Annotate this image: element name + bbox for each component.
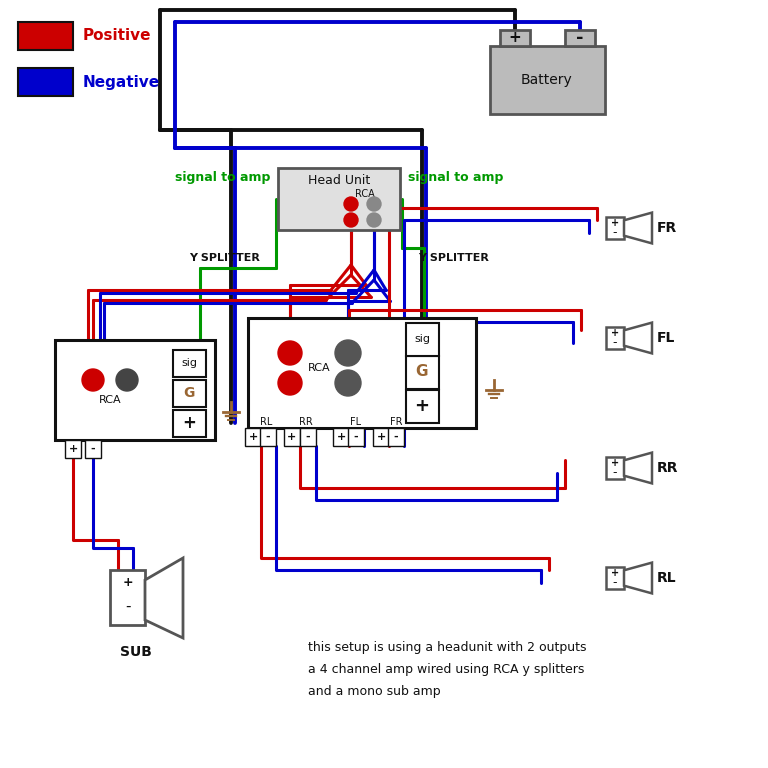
Text: RL: RL	[657, 571, 677, 585]
Text: FL: FL	[657, 331, 675, 345]
Text: sig: sig	[181, 358, 197, 368]
Polygon shape	[624, 323, 652, 353]
Text: -: -	[576, 29, 584, 47]
Bar	[406, 390, 439, 423]
Bar	[388, 428, 404, 446]
Bar	[606, 327, 624, 349]
Text: FL: FL	[350, 417, 362, 427]
Text: +: +	[611, 328, 619, 338]
Bar	[284, 428, 300, 446]
Text: Y SPLITTER: Y SPLITTER	[418, 253, 489, 263]
Text: -: -	[354, 432, 359, 442]
Text: Head Unit: Head Unit	[308, 174, 370, 187]
Bar	[606, 457, 624, 479]
Text: a 4 channel amp wired using RCA y splitters: a 4 channel amp wired using RCA y splitt…	[308, 664, 584, 677]
Circle shape	[278, 341, 302, 365]
Text: -: -	[125, 598, 131, 614]
Bar	[500, 30, 530, 46]
Text: Positive: Positive	[83, 28, 151, 44]
Text: Negative: Negative	[83, 74, 160, 90]
Bar	[490, 46, 605, 114]
Bar	[65, 440, 81, 458]
Bar	[110, 570, 145, 625]
Bar	[565, 30, 595, 46]
Bar	[85, 440, 101, 458]
Text: RCA: RCA	[308, 363, 330, 373]
Circle shape	[344, 213, 358, 227]
Text: +: +	[68, 444, 78, 454]
Circle shape	[367, 213, 381, 227]
Polygon shape	[624, 213, 652, 243]
Text: +: +	[248, 432, 257, 442]
Text: signal to amp: signal to amp	[174, 171, 270, 184]
Text: sig: sig	[414, 334, 430, 344]
Bar	[406, 356, 439, 389]
Text: +: +	[123, 575, 134, 588]
Text: -: -	[91, 444, 95, 454]
Bar	[406, 323, 439, 356]
Text: RCA: RCA	[98, 395, 121, 405]
Text: +: +	[287, 432, 296, 442]
Bar	[373, 428, 389, 446]
Text: G: G	[415, 365, 429, 379]
Bar	[173, 380, 206, 407]
Polygon shape	[624, 563, 652, 594]
Text: Y SPLITTER: Y SPLITTER	[189, 253, 260, 263]
Bar	[278, 168, 400, 230]
Text: -: -	[394, 432, 399, 442]
Text: -: -	[613, 466, 617, 479]
Bar	[606, 217, 624, 239]
Bar	[333, 428, 349, 446]
Text: RL: RL	[260, 417, 272, 427]
Text: +: +	[336, 432, 346, 442]
Bar	[55, 340, 215, 440]
Bar	[248, 318, 476, 428]
Text: +: +	[508, 31, 521, 45]
Text: SUB: SUB	[120, 645, 152, 659]
Polygon shape	[145, 558, 183, 638]
Bar	[300, 428, 316, 446]
Bar	[245, 428, 261, 446]
Text: this setup is using a headunit with 2 outputs: this setup is using a headunit with 2 ou…	[308, 641, 587, 654]
Bar	[173, 350, 206, 377]
Polygon shape	[624, 452, 652, 483]
Circle shape	[344, 197, 358, 211]
Circle shape	[335, 340, 361, 366]
Text: +: +	[611, 568, 619, 578]
Text: RCA: RCA	[355, 189, 375, 199]
Text: +: +	[611, 218, 619, 228]
Text: FR: FR	[389, 417, 402, 427]
Text: -: -	[613, 576, 617, 589]
Circle shape	[278, 371, 302, 395]
Text: signal to amp: signal to amp	[408, 171, 503, 184]
Text: +: +	[182, 414, 196, 432]
Text: Battery: Battery	[521, 73, 573, 87]
Text: -: -	[613, 227, 617, 240]
Text: and a mono sub amp: and a mono sub amp	[308, 686, 441, 699]
Text: G: G	[184, 386, 194, 400]
Bar	[18, 22, 73, 50]
Text: +: +	[415, 397, 429, 415]
Text: +: +	[611, 458, 619, 468]
Bar	[348, 428, 364, 446]
Text: FR: FR	[657, 221, 677, 235]
Text: -: -	[306, 432, 310, 442]
Text: -: -	[266, 432, 270, 442]
Bar	[260, 428, 276, 446]
Text: RR: RR	[299, 417, 313, 427]
Bar	[173, 410, 206, 437]
Bar	[606, 567, 624, 589]
Text: +: +	[376, 432, 386, 442]
Circle shape	[116, 369, 138, 391]
Bar	[18, 68, 73, 96]
Circle shape	[335, 370, 361, 396]
Text: RR: RR	[657, 461, 678, 475]
Circle shape	[367, 197, 381, 211]
Circle shape	[82, 369, 104, 391]
Text: -: -	[613, 336, 617, 349]
